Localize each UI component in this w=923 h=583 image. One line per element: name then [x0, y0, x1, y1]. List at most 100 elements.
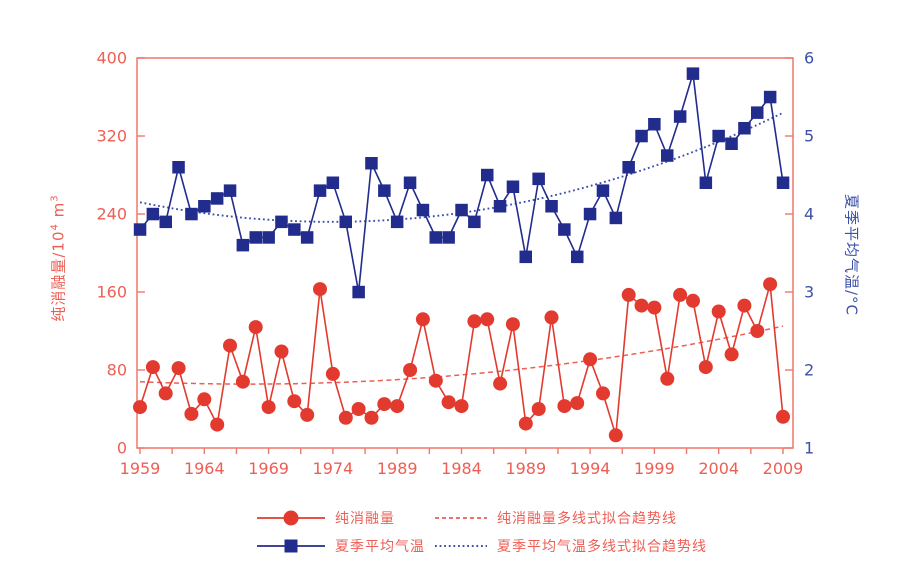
left-axis-title-unit: m [49, 201, 68, 224]
right-axis-title: 夏季平均气温/°C [842, 193, 861, 317]
ablation-data-point [184, 406, 199, 421]
y-left-tick-label: 80 [107, 361, 127, 380]
x-tick-label: 1989 [377, 459, 418, 478]
ablation-data-point [261, 400, 276, 415]
ablation-data-point [660, 371, 675, 386]
temperature-data-point [763, 90, 777, 104]
temperature-data-point [146, 207, 160, 221]
ablation-data-point [596, 386, 610, 401]
temperature-data-point [236, 238, 250, 252]
temperature-data-point [725, 137, 738, 150]
ablation-data-point [724, 347, 739, 362]
ablation-data-point [544, 310, 559, 325]
y-left-tick-label: 320 [96, 127, 127, 146]
x-tick-label: 1959 [120, 459, 161, 478]
ablation-data-point [364, 410, 379, 425]
x-tick-label: 1989 [505, 459, 546, 478]
ablation-data-point [711, 304, 726, 319]
temperature-data-point [262, 231, 275, 244]
y-left-tick-label: 160 [96, 283, 127, 302]
ablation-data-point [557, 399, 572, 414]
y-right-tick-label: 3 [804, 283, 814, 302]
ablation-data-point [403, 363, 418, 377]
left-axis-title: 纯消融量/104 m3 [48, 194, 69, 321]
temperature-series [133, 67, 790, 299]
x-tick-label: 1974 [313, 459, 354, 478]
ablation-data-point [505, 317, 520, 332]
ablation-data-point [287, 394, 302, 409]
temperature-data-point [455, 203, 468, 217]
ablation-data-point [351, 402, 366, 416]
temperature-data-point [390, 215, 404, 229]
temperature-data-point [699, 176, 713, 189]
ablation-data-point [480, 312, 495, 327]
y-axis-left: 0 80 160 240 320 400 [96, 49, 145, 458]
temperature-data-point [661, 149, 674, 162]
ablation-data-point [750, 324, 765, 338]
temperature-data-point [288, 223, 301, 236]
temperature-data-point [313, 184, 327, 197]
temperature-data-point [249, 231, 262, 244]
y-right-tick-label: 6 [804, 49, 814, 68]
ablation-data-point [415, 312, 430, 327]
ablation-data-point [171, 361, 186, 376]
ablation-data-point [248, 320, 263, 335]
temperature-data-point [223, 184, 237, 197]
y-left-tick-label: 400 [96, 49, 127, 68]
y-left-tick-label: 0 [117, 439, 127, 458]
ablation-data-point [673, 287, 688, 302]
ablation-data-point [377, 397, 392, 412]
temperature-data-point [210, 192, 224, 205]
temperature-data-point [326, 176, 340, 189]
left-axis-title-unit-exponent: 3 [49, 194, 61, 202]
ablation-series [133, 277, 790, 443]
temperature-data-point [571, 250, 584, 264]
ablation-data-point [467, 314, 482, 329]
temperature-data-point [635, 129, 648, 143]
x-tick-label: 2009 [763, 459, 804, 478]
left-axis-title-text: 纯消融量/10 [49, 230, 68, 322]
temperature-data-point [481, 168, 494, 182]
y-right-tick-label: 1 [804, 439, 814, 458]
plot-border [136, 57, 794, 449]
ablation-data-point [338, 410, 353, 425]
temperature-data-point [751, 106, 764, 119]
temperature-data-point [468, 215, 481, 229]
ablation-data-point [621, 287, 636, 302]
ablation-data-point [390, 399, 405, 414]
ablation-data-point [763, 277, 778, 292]
x-tick-label: 1999 [634, 459, 675, 478]
y-right-tick-label: 4 [804, 205, 814, 224]
ablation-data-point [493, 376, 508, 391]
x-tick-label: 1984 [441, 459, 482, 478]
ablation-data-point [518, 416, 533, 431]
temperature-data-point [352, 285, 365, 299]
ablation-trendline [139, 325, 784, 385]
temperature-data-point [416, 203, 430, 217]
ablation-data-point [531, 402, 546, 416]
ablation-data-point [223, 338, 237, 353]
temperature-data-point [365, 157, 378, 170]
temperature-data-point [442, 231, 455, 244]
ablation-data-point [634, 298, 649, 313]
temperature-data-point [596, 184, 610, 197]
temperature-data-point [403, 176, 417, 189]
ablation-data-point [274, 344, 289, 359]
temperature-data-point [609, 211, 623, 225]
ablation-data-point [454, 399, 469, 414]
temperature-data-point [493, 200, 507, 213]
temperature-data-point [198, 200, 211, 213]
ablation-data-point [325, 366, 340, 381]
temperature-data-point [648, 118, 661, 131]
temperature-data-point [133, 223, 147, 236]
temperature-data-point [159, 215, 172, 229]
ablation-data-point [235, 374, 250, 389]
temperature-data-point [686, 67, 700, 80]
temperature-data-point [712, 129, 725, 143]
ablation-data-point [647, 300, 662, 315]
temperature-data-point [545, 200, 558, 213]
temperature-data-point [519, 250, 532, 264]
ablation-data-point [737, 298, 752, 313]
